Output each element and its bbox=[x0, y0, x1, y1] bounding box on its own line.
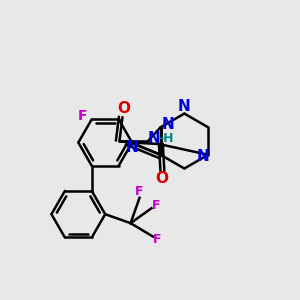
Text: F: F bbox=[152, 199, 160, 212]
Text: O: O bbox=[155, 171, 168, 186]
Text: N: N bbox=[162, 117, 174, 132]
Text: N: N bbox=[178, 99, 191, 114]
Text: N: N bbox=[148, 130, 160, 146]
Text: F: F bbox=[153, 233, 162, 246]
Text: N: N bbox=[196, 149, 209, 164]
Text: F: F bbox=[78, 109, 88, 123]
Text: N: N bbox=[125, 140, 138, 154]
Text: F: F bbox=[135, 185, 144, 198]
Text: -H: -H bbox=[159, 132, 174, 145]
Text: O: O bbox=[118, 101, 130, 116]
